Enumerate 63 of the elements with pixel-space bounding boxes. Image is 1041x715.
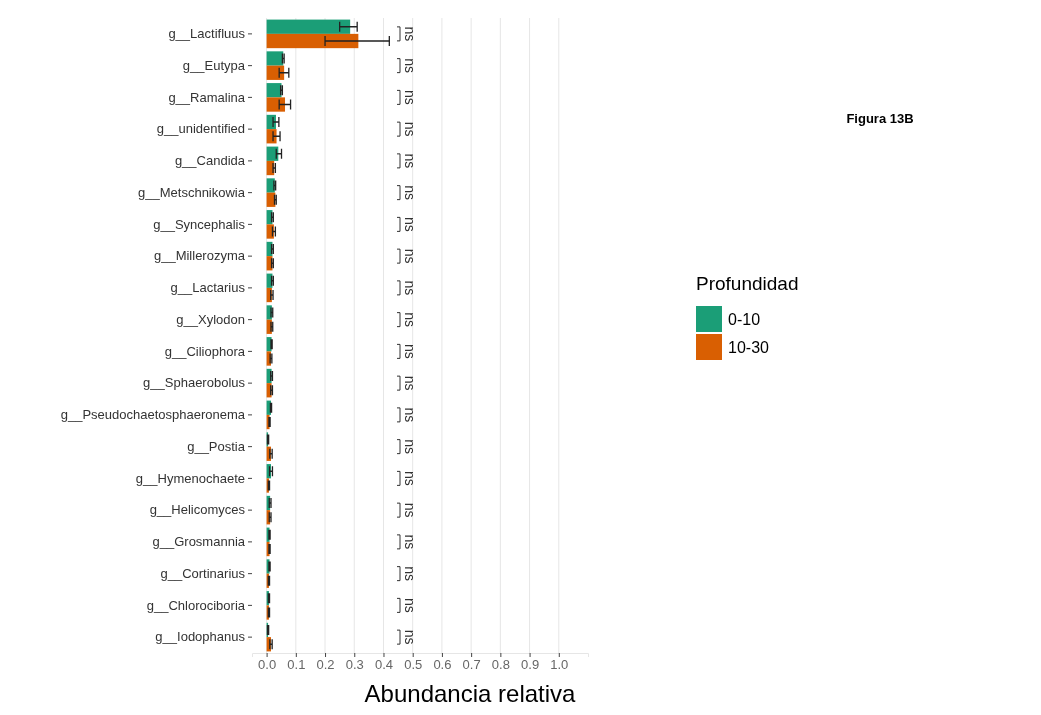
y-tick-label: g__Candida (174, 153, 246, 169)
y-tick-label: g__Lactarius (170, 280, 246, 296)
legend-label: 10-30 (728, 339, 770, 356)
bar (266, 33, 359, 49)
x-axis-title: Abundancia relativa (364, 680, 577, 707)
y-tick-label: g__Syncephalis (153, 216, 246, 232)
x-tick-label: 0.4 (374, 657, 394, 673)
annotation: ns (402, 312, 418, 328)
y-tick-label: g__Ramalina (168, 89, 246, 105)
x-tick-label: 1.0 (550, 657, 569, 673)
y-tick-label: g__Pseudochaetosphaeronema (60, 407, 246, 423)
y-tick-label: g__Chlorociboria (146, 597, 246, 613)
x-tick-label: 0.2 (316, 657, 335, 673)
x-tick-label: 0.3 (345, 657, 364, 673)
annotation: ns (402, 280, 418, 296)
annotation: ns (402, 185, 418, 201)
annotation: ns (402, 121, 418, 137)
y-tick-label: g__Lactifluus (168, 26, 246, 42)
y-tick-label: g__Eutypa (182, 57, 246, 73)
x-tick-label: 0.7 (462, 657, 481, 673)
x-tick-label: 0.1 (287, 657, 306, 673)
annotation: ns (402, 629, 418, 645)
x-tick-label: 0.9 (521, 657, 540, 673)
bar (266, 19, 351, 34)
bar (266, 224, 274, 239)
bar (266, 51, 284, 66)
text: Figura 13B (846, 111, 914, 126)
legend-title: Profundidad (696, 273, 799, 294)
y-tick-label: g__Grosmannia (152, 534, 246, 550)
x-tick-label: 0.5 (404, 657, 423, 673)
annotation: ns (402, 26, 418, 42)
annotation: ns (402, 534, 418, 550)
y-tick-label: g__Postia (187, 438, 246, 454)
y-tick-label: g__unidentified (156, 121, 245, 137)
y-tick-label: g__Cortinarius (160, 565, 246, 581)
legend-label: 0-10 (728, 311, 761, 328)
annotation: ns (402, 597, 418, 613)
y-tick-label: g__Xylodon (176, 311, 245, 327)
annotation: ns (402, 343, 418, 359)
y-tick-label: g__Sphaerobolus (143, 375, 246, 391)
annotation: ns (402, 216, 418, 232)
annotation: ns (402, 153, 418, 169)
annotation: ns (402, 58, 418, 74)
y-tick-label: g__Metschnikowia (138, 184, 246, 200)
bar (266, 83, 282, 98)
bar (266, 65, 285, 80)
y-tick-label: g__Helicomyces (149, 502, 246, 518)
x-tick-label: 0.6 (433, 657, 452, 673)
x-tick-label: 0.8 (491, 657, 510, 673)
annotation: ns (402, 407, 418, 423)
annotation: ns (402, 502, 418, 518)
y-tick-label: g__Iodophanus (155, 629, 246, 645)
annotation: ns (402, 470, 418, 486)
annotation: ns (402, 248, 418, 264)
y-tick-label: g__Millerozyma (153, 248, 246, 264)
x-tick-label: 0.0 (258, 657, 277, 673)
annotation: ns (402, 566, 418, 582)
annotation: ns (402, 375, 418, 391)
annotation: ns (402, 89, 418, 105)
annotation: ns (402, 439, 418, 455)
y-tick-label: g__Hymenochaete (135, 470, 245, 486)
y-tick-label: g__Ciliophora (164, 343, 246, 359)
bar (266, 97, 286, 112)
